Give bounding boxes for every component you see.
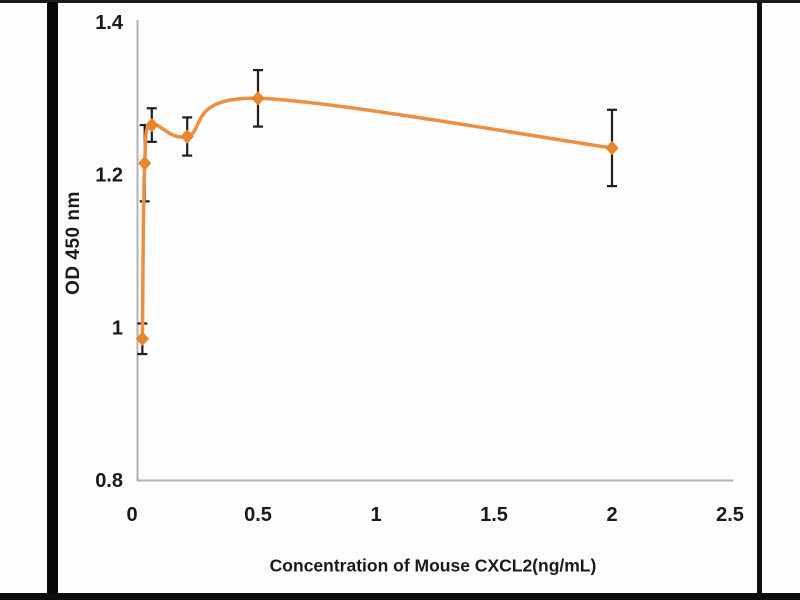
data-point-marker: [138, 156, 152, 171]
y-tick-label: 0.8: [95, 470, 123, 492]
y-axis-title: OD 450 nm: [63, 191, 84, 295]
x-axis-title: Concentration of Mouse CXCL2(ng/mL): [269, 555, 597, 576]
frame-left-border: [47, 2, 58, 594]
y-tick-label: 1.4: [95, 12, 124, 34]
y-tick-label: 1: [112, 317, 123, 339]
x-tick-label: 2: [606, 504, 617, 526]
data-point-marker: [180, 129, 194, 144]
data-point-marker: [136, 331, 149, 346]
data-point-marker: [145, 118, 159, 132]
data-point-marker: [251, 91, 265, 106]
y-tick-label: 1.2: [95, 165, 123, 187]
frame-top-border: [0, 0, 800, 3]
frame-bottom-border: [0, 593, 800, 600]
x-tick-label: 1: [370, 504, 381, 526]
data-point-marker: [605, 141, 619, 155]
frame-right-border: [757, 2, 762, 594]
x-tick-label: 1.5: [480, 504, 508, 526]
x-tick-label: 0: [126, 504, 137, 526]
x-tick-label: 2.5: [716, 504, 744, 526]
series-line: [140, 96, 614, 341]
x-tick-label: 0.5: [244, 504, 272, 526]
